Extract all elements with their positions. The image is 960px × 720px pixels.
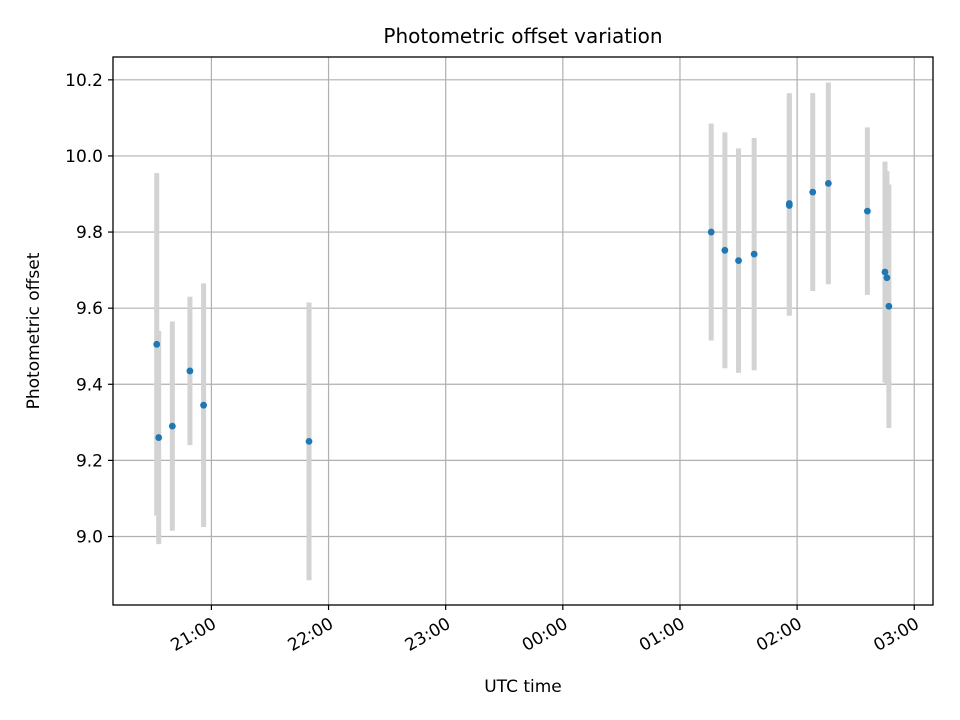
data-point xyxy=(885,302,893,310)
grid xyxy=(113,57,933,605)
data-point xyxy=(186,367,194,375)
data-point xyxy=(750,250,758,258)
data-point xyxy=(721,246,729,254)
data-point xyxy=(824,179,832,187)
y-tick-label: 10.2 xyxy=(65,71,103,91)
y-tick-label: 9.6 xyxy=(76,299,103,319)
y-axis-label: Photometric offset xyxy=(24,252,44,409)
y-tick-label: 9.4 xyxy=(76,375,103,395)
y-axis-ticks: 9.0 9.2 9.4 9.6 9.8 10.0 10.2 xyxy=(65,71,113,548)
data-point xyxy=(155,434,163,441)
y-tick-label: 9.0 xyxy=(76,528,103,548)
data-point xyxy=(305,437,313,445)
y-tick-label: 9.8 xyxy=(76,223,103,243)
y-tick-label: 10.0 xyxy=(65,147,103,167)
x-tick-label: 02:00 xyxy=(753,614,805,656)
data-point xyxy=(153,340,161,348)
x-tick-label: 23:00 xyxy=(402,614,454,656)
x-axis-label: UTC time xyxy=(484,677,562,697)
y-tick-label: 9.2 xyxy=(76,451,103,471)
data-point xyxy=(881,268,889,276)
data-points xyxy=(153,179,893,445)
error-bars xyxy=(154,82,892,581)
plot-area-frame xyxy=(112,56,934,606)
x-tick-label: 03:00 xyxy=(870,614,922,656)
x-tick-label: 21:00 xyxy=(167,614,219,656)
data-point xyxy=(785,202,793,209)
data-point xyxy=(809,188,817,196)
data-point xyxy=(735,257,742,264)
x-tick-label: 00:00 xyxy=(519,614,571,656)
x-tick-label: 22:00 xyxy=(285,614,337,656)
chart-title: Photometric offset variation xyxy=(383,24,662,48)
x-axis-ticks: 21:00 22:00 23:00 00:00 01:00 02:00 03:00 xyxy=(167,605,923,656)
data-point xyxy=(200,401,207,409)
x-tick-label: 01:00 xyxy=(636,614,688,656)
data-point xyxy=(168,422,176,430)
data-point xyxy=(707,228,715,236)
data-point xyxy=(864,207,871,215)
data-point xyxy=(883,274,891,282)
